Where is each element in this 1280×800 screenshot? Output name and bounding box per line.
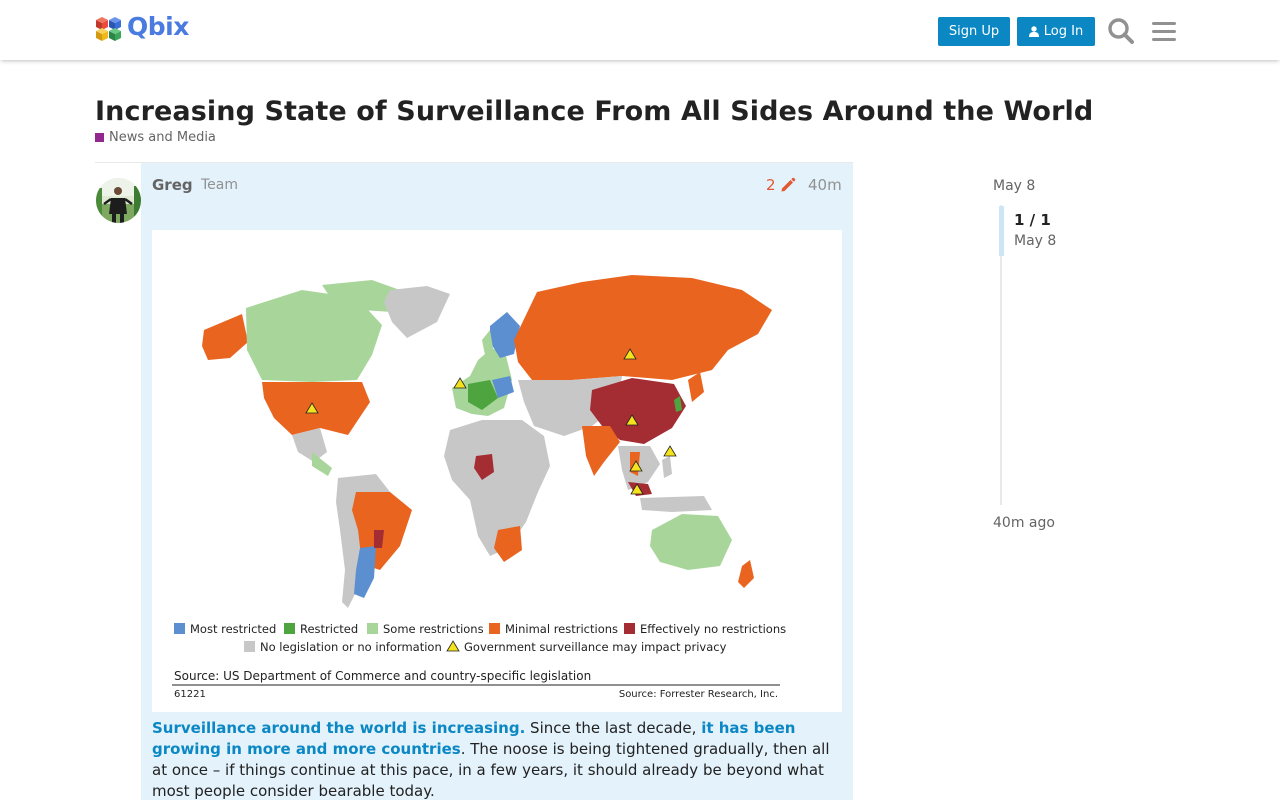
sign-up-button[interactable]: Sign Up: [938, 17, 1010, 46]
post-divider: [95, 162, 853, 163]
user-avatar[interactable]: [96, 178, 141, 223]
timeline-scrollbar[interactable]: [1000, 205, 1002, 505]
timeline-start-date[interactable]: May 8: [993, 178, 1036, 194]
map-code: 61221: [174, 689, 206, 700]
post-text-part-2: . The noose is being tightened gradually…: [152, 740, 830, 800]
category-color-swatch: [95, 133, 104, 142]
legend-no-legislation: No legislation or no information: [260, 640, 442, 654]
hamburger-menu-icon[interactable]: [1149, 16, 1179, 46]
site-logo[interactable]: Qbix: [95, 12, 189, 41]
category-badge[interactable]: News and Media: [95, 130, 216, 145]
category-name: News and Media: [109, 130, 216, 145]
legend-minimal-restrictions: Minimal restrictions: [505, 622, 618, 636]
edit-count: 2: [766, 176, 776, 194]
map-source-left: Source: US Department of Commerce and co…: [174, 669, 591, 683]
post-link-surveillance[interactable]: Surveillance around the world is increas…: [152, 719, 526, 737]
user-icon: [1028, 26, 1039, 37]
legend-most-restricted: Most restricted: [190, 622, 276, 636]
legend-some-restrictions: Some restrictions: [383, 622, 484, 636]
post-text-part-1: Since the last decade,: [525, 719, 702, 737]
legend-effectively-no-restrictions: Effectively no restrictions: [640, 622, 786, 636]
world-map-graphic: Most restricted Restricted Some restrict…: [152, 230, 842, 712]
timeline-handle[interactable]: [999, 206, 1004, 256]
topic-title[interactable]: Increasing State of Surveillance From Al…: [95, 96, 1094, 127]
post-content: Surveillance around the world is increas…: [152, 718, 842, 800]
timeline-end-date[interactable]: 40m ago: [993, 515, 1055, 531]
log-in-label: Log In: [1043, 24, 1084, 39]
post-link-growing[interactable]: it has been growing in more and more cou…: [152, 719, 796, 758]
post-username[interactable]: Greg: [152, 176, 193, 194]
post-user-title: Team: [201, 177, 239, 193]
timeline-handle-date: May 8: [1014, 233, 1057, 249]
legend-government-surveillance: Government surveillance may impact priva…: [464, 640, 727, 654]
logo-text: Qbix: [127, 12, 189, 41]
search-icon[interactable]: [1106, 16, 1136, 46]
pencil-icon: [781, 177, 795, 192]
map-source-right: Source: Forrester Research, Inc.: [619, 689, 778, 700]
site-header: Qbix Sign Up Log In: [0, 0, 1280, 60]
post-edit-history[interactable]: 2: [766, 176, 796, 194]
surveillance-world-map-image[interactable]: Most restricted Restricted Some restrict…: [152, 230, 842, 712]
legend-restricted: Restricted: [300, 622, 358, 636]
post-date[interactable]: 40m: [808, 176, 842, 194]
timeline-post-count: 1 / 1: [1014, 211, 1051, 229]
qbix-cubes-icon: [96, 16, 121, 41]
log-in-button[interactable]: Log In: [1017, 17, 1095, 46]
